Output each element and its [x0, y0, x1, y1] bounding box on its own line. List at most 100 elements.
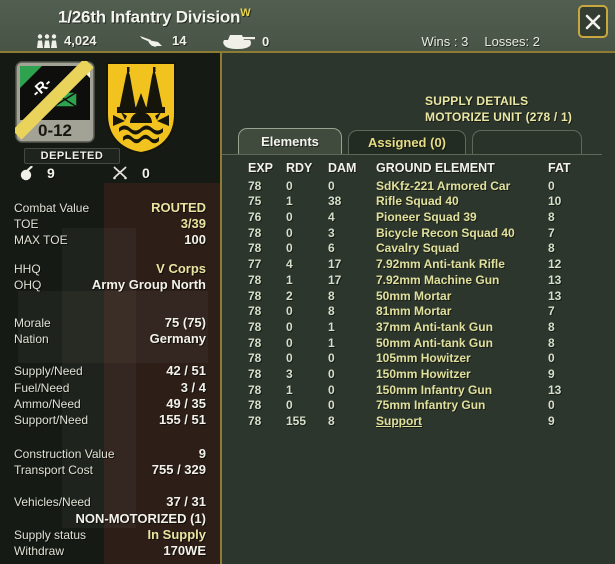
stat-label: TOE [14, 217, 39, 232]
guns-count: 14 [140, 33, 186, 48]
ground-element-name: SdKfz-221 Armored Car [376, 178, 511, 193]
wins-text: Wins : 3 [421, 34, 469, 49]
table-cell: 38 [328, 194, 342, 209]
table-cell: 0 [286, 210, 293, 225]
tank-icon [222, 33, 256, 49]
stat-value: 3 / 4 [180, 379, 206, 395]
battles-value: 0 [142, 165, 150, 181]
stat-value: 75 (75) [164, 314, 206, 330]
table-cell: 0 [286, 304, 293, 319]
table-cell: 0 [548, 398, 555, 413]
losses-text: Losses: 2 [484, 34, 540, 49]
stat-label: Supply/Need [14, 364, 83, 379]
table-cell: 13 [548, 382, 562, 397]
stat-row: Transport Cost 755 / 329 [14, 462, 206, 478]
stat-value: Army Group North [91, 276, 206, 292]
stat-value: 3/39 [180, 216, 206, 232]
col-fat: FAT [548, 161, 571, 175]
stat-value: Germany [149, 331, 206, 347]
tab-elements[interactable]: Elements [238, 128, 342, 154]
ground-element-name: Pioneer Squad 39 [376, 210, 477, 225]
ground-element-name: 105mm Howitzer [376, 351, 471, 366]
window-header: 1/26th Infantry DivisionW 4,024 14 [0, 0, 615, 53]
table-row: 78 0 6 Cavalry Squad 8 [222, 241, 615, 257]
table-cell: 0 [286, 241, 293, 256]
table-cell: 17 [328, 272, 342, 287]
stat-label: MAX TOE [14, 233, 68, 248]
ground-element-name: 37mm Anti-tank Gun [376, 319, 493, 334]
col-dam: DAM [328, 161, 357, 175]
stat-row: TOE 3/39 [14, 216, 206, 232]
close-button[interactable] [578, 5, 608, 38]
table-row: 78 0 0 SdKfz-221 Armored Car 0 [222, 179, 615, 195]
table-cell: 1 [286, 194, 293, 209]
table-cell: 0 [548, 178, 555, 193]
svg-text:0-12: 0-12 [38, 121, 72, 140]
ground-element-name[interactable]: Support [376, 414, 422, 428]
table-cell: 0 [548, 351, 555, 366]
ground-element-name: 81mm Mortar [376, 304, 452, 319]
stat-value: 155 / 51 [159, 411, 206, 427]
table-cell: 13 [548, 272, 562, 287]
stat-label: Morale [14, 315, 51, 330]
stat-label: Support/Need [14, 412, 89, 427]
bomb-icon [20, 165, 33, 181]
ground-element-name: 50mm Anti-tank Gun [376, 335, 493, 350]
ground-element-name: 150mm Infantry Gun [376, 382, 493, 397]
table-cell: 2 [286, 288, 293, 303]
tanks-count: 0 [222, 33, 269, 49]
stat-label: Vehicles/Need [14, 495, 91, 510]
stat-row: Vehicles/Need 37 / 31 [14, 494, 206, 510]
table-cell: 13 [548, 288, 562, 303]
table-cell: 12 [548, 257, 562, 272]
table-cell: 78 [248, 272, 262, 287]
table-cell: 77 [248, 257, 262, 272]
ground-element-name: Bicycle Recon Squad 40 [376, 225, 515, 240]
withdraw-flag: W [240, 7, 251, 19]
table-row: 78 0 0 105mm Howitzer 0 [222, 351, 615, 367]
table-cell: 8 [328, 414, 335, 428]
supply-details-label: SUPPLY DETAILS [425, 94, 529, 108]
tab-assigned[interactable]: Assigned (0) [348, 130, 466, 154]
table-row: 77 4 17 7.92mm Anti-tank Rifle 12 [222, 257, 615, 273]
col-rdy: RDY [286, 161, 313, 175]
table-cell: 78 [248, 398, 262, 413]
table-cell: 0 [328, 382, 335, 397]
stat-value: 755 / 329 [151, 462, 206, 478]
disruption-value: 9 [47, 165, 55, 181]
table-cell: 0 [286, 335, 293, 350]
table-cell: 0 [328, 351, 335, 366]
table-cell: 3 [286, 366, 293, 381]
table-cell: 78 [248, 178, 262, 193]
close-icon [585, 14, 601, 30]
col-ground-element: GROUND ELEMENT [376, 161, 495, 175]
table-row: 75 1 38 Rifle Squad 40 10 [222, 194, 615, 210]
depleted-status-badge: DEPLETED [24, 148, 120, 164]
stat-label: Supply status [14, 527, 87, 542]
stat-row: MAX TOE 100 [14, 232, 206, 248]
table-cell: 4 [328, 210, 335, 225]
stat-value: NON-MOTORIZED (1) [75, 510, 206, 526]
table-cell: 7 [548, 225, 555, 240]
table-header-row: EXP RDY DAM GROUND ELEMENT FAT [222, 161, 615, 177]
table-row: 78 0 1 37mm Anti-tank Gun 8 [222, 320, 615, 336]
ground-element-name: 50mm Mortar [376, 288, 452, 303]
men-value: 4,024 [64, 33, 97, 48]
left-stats: Combat Value ROUTED TOE 3/39 MAX TOE 100 HHQ V … [14, 200, 206, 559]
page-title: 1/26th Infantry DivisionW [58, 7, 251, 28]
table-cell: 78 [248, 351, 262, 366]
unit-counter[interactable]: -R- 0-12 [15, 61, 95, 143]
table-cell: 1 [328, 335, 335, 350]
stat-banner-row: NON-MOTORIZED (1) [14, 511, 206, 527]
table-row: 78 2 8 50mm Mortar 13 [222, 289, 615, 305]
stat-row: OHQ Army Group North [14, 277, 206, 293]
table-cell: 8 [548, 210, 555, 225]
table-cell: 0 [328, 178, 335, 193]
table-cell: 78 [248, 366, 262, 381]
stat-value: 42 / 51 [166, 363, 206, 379]
table-cell: 0 [328, 398, 335, 413]
stat-label: Transport Cost [14, 463, 93, 478]
ground-element-name: 75mm Infantry Gun [376, 398, 486, 413]
table-cell: 0 [286, 398, 293, 413]
stat-row: Morale 75 (75) [14, 315, 206, 331]
